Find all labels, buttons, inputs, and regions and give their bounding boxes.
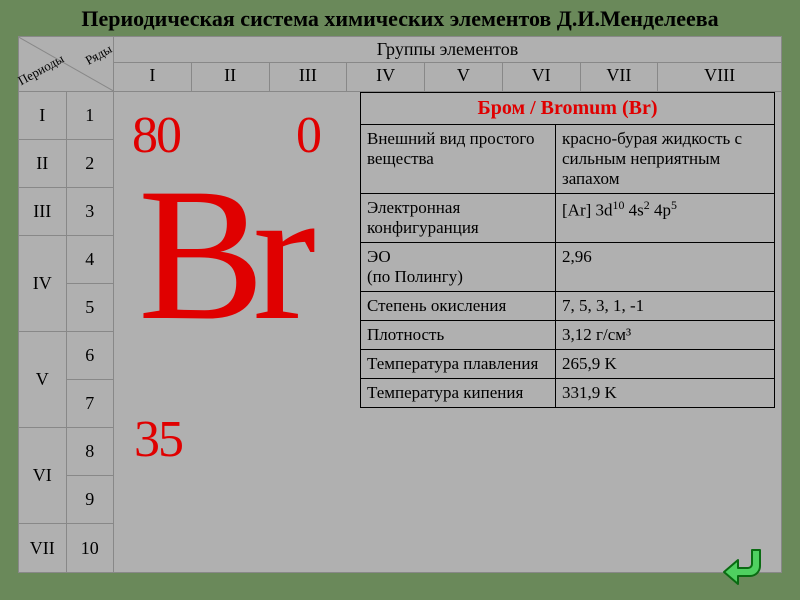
detail-row: Температура кипения331,9 K — [361, 379, 774, 407]
detail-row: Температура плавления265,9 K — [361, 350, 774, 379]
detail-label: Плотность — [361, 321, 556, 349]
detail-value: 265,9 K — [556, 350, 774, 378]
detail-row: Электронная конфигуранция[Ar] 3d10 4s2 4… — [361, 194, 774, 243]
detail-label: Внешний вид простого вещества — [361, 125, 556, 193]
row-cell: 1 — [67, 92, 114, 140]
period-cell: II — [19, 140, 66, 188]
row-cell: 3 — [67, 188, 114, 236]
u-turn-icon — [720, 540, 776, 588]
group-header: II — [192, 63, 270, 91]
group-header: III — [270, 63, 348, 91]
period-cell: V — [19, 332, 66, 428]
row-cell: 8 — [67, 428, 114, 476]
detail-label: Температура кипения — [361, 379, 556, 407]
detail-value: 3,12 г/см³ — [556, 321, 774, 349]
period-cell: I — [19, 92, 66, 140]
periods-rows-header: Периоды Ряды — [19, 37, 114, 91]
detail-value: 2,96 — [556, 243, 774, 291]
group-header: IV — [347, 63, 425, 91]
row-cell: 6 — [67, 332, 114, 380]
period-cell: IV — [19, 236, 66, 332]
detail-value: красно-бурая жидкость с сильным неприятн… — [556, 125, 774, 193]
detail-label: Электронная конфигуранция — [361, 194, 556, 242]
detail-row: Плотность3,12 г/см³ — [361, 321, 774, 350]
detail-value: [Ar] 3d10 4s2 4p5 — [556, 194, 774, 242]
element-display: 80 0 Br 35 — [122, 100, 362, 480]
row-cell: 9 — [67, 476, 114, 524]
groups-row: IIIIIIIVVVIVIIVIII — [114, 63, 781, 91]
detail-label: Степень окисления — [361, 292, 556, 320]
row-cell: 2 — [67, 140, 114, 188]
detail-value: 7, 5, 3, 1, -1 — [556, 292, 774, 320]
group-header: VI — [503, 63, 581, 91]
group-header: VII — [581, 63, 659, 91]
period-column: IIIIIIIVVVIVII — [19, 92, 66, 572]
element-title: Бром / Bromum (Br) — [361, 93, 774, 125]
period-cell: III — [19, 188, 66, 236]
element-detail-table: Бром / Bromum (Br) Внешний вид простого … — [360, 92, 775, 408]
period-cell: VI — [19, 428, 66, 524]
left-columns: IIIIIIIVVVIVII 12345678910 — [19, 92, 114, 572]
atomic-number: 35 — [134, 410, 182, 469]
row-cell: 10 — [67, 524, 114, 572]
detail-label: Температура плавления — [361, 350, 556, 378]
element-symbol: Br — [138, 160, 304, 350]
group-header: V — [425, 63, 503, 91]
detail-value: 331,9 K — [556, 379, 774, 407]
detail-row: Внешний вид простого веществакрасно-бура… — [361, 125, 774, 194]
row-cell: 7 — [67, 380, 114, 428]
row-column: 12345678910 — [66, 92, 114, 572]
header-row: Периоды Ряды Группы элементов IIIIIIIVVV… — [19, 37, 781, 92]
detail-row: Степень окисления7, 5, 3, 1, -1 — [361, 292, 774, 321]
page-title: Периодическая система химических элемент… — [0, 0, 800, 36]
content-area: 80 0 Br 35 Бром / Bromum (Br) Внешний ви… — [114, 92, 781, 572]
back-button[interactable] — [720, 540, 776, 588]
detail-row: ЭО (по Полингу)2,96 — [361, 243, 774, 292]
groups-title: Группы элементов — [114, 37, 781, 63]
row-cell: 4 — [67, 236, 114, 284]
group-header: VIII — [658, 63, 781, 91]
period-cell: VII — [19, 524, 66, 572]
group-header: I — [114, 63, 192, 91]
detail-label: ЭО (по Полингу) — [361, 243, 556, 291]
periodic-table-panel: Периоды Ряды Группы элементов IIIIIIIVVV… — [18, 36, 782, 573]
row-cell: 5 — [67, 284, 114, 332]
